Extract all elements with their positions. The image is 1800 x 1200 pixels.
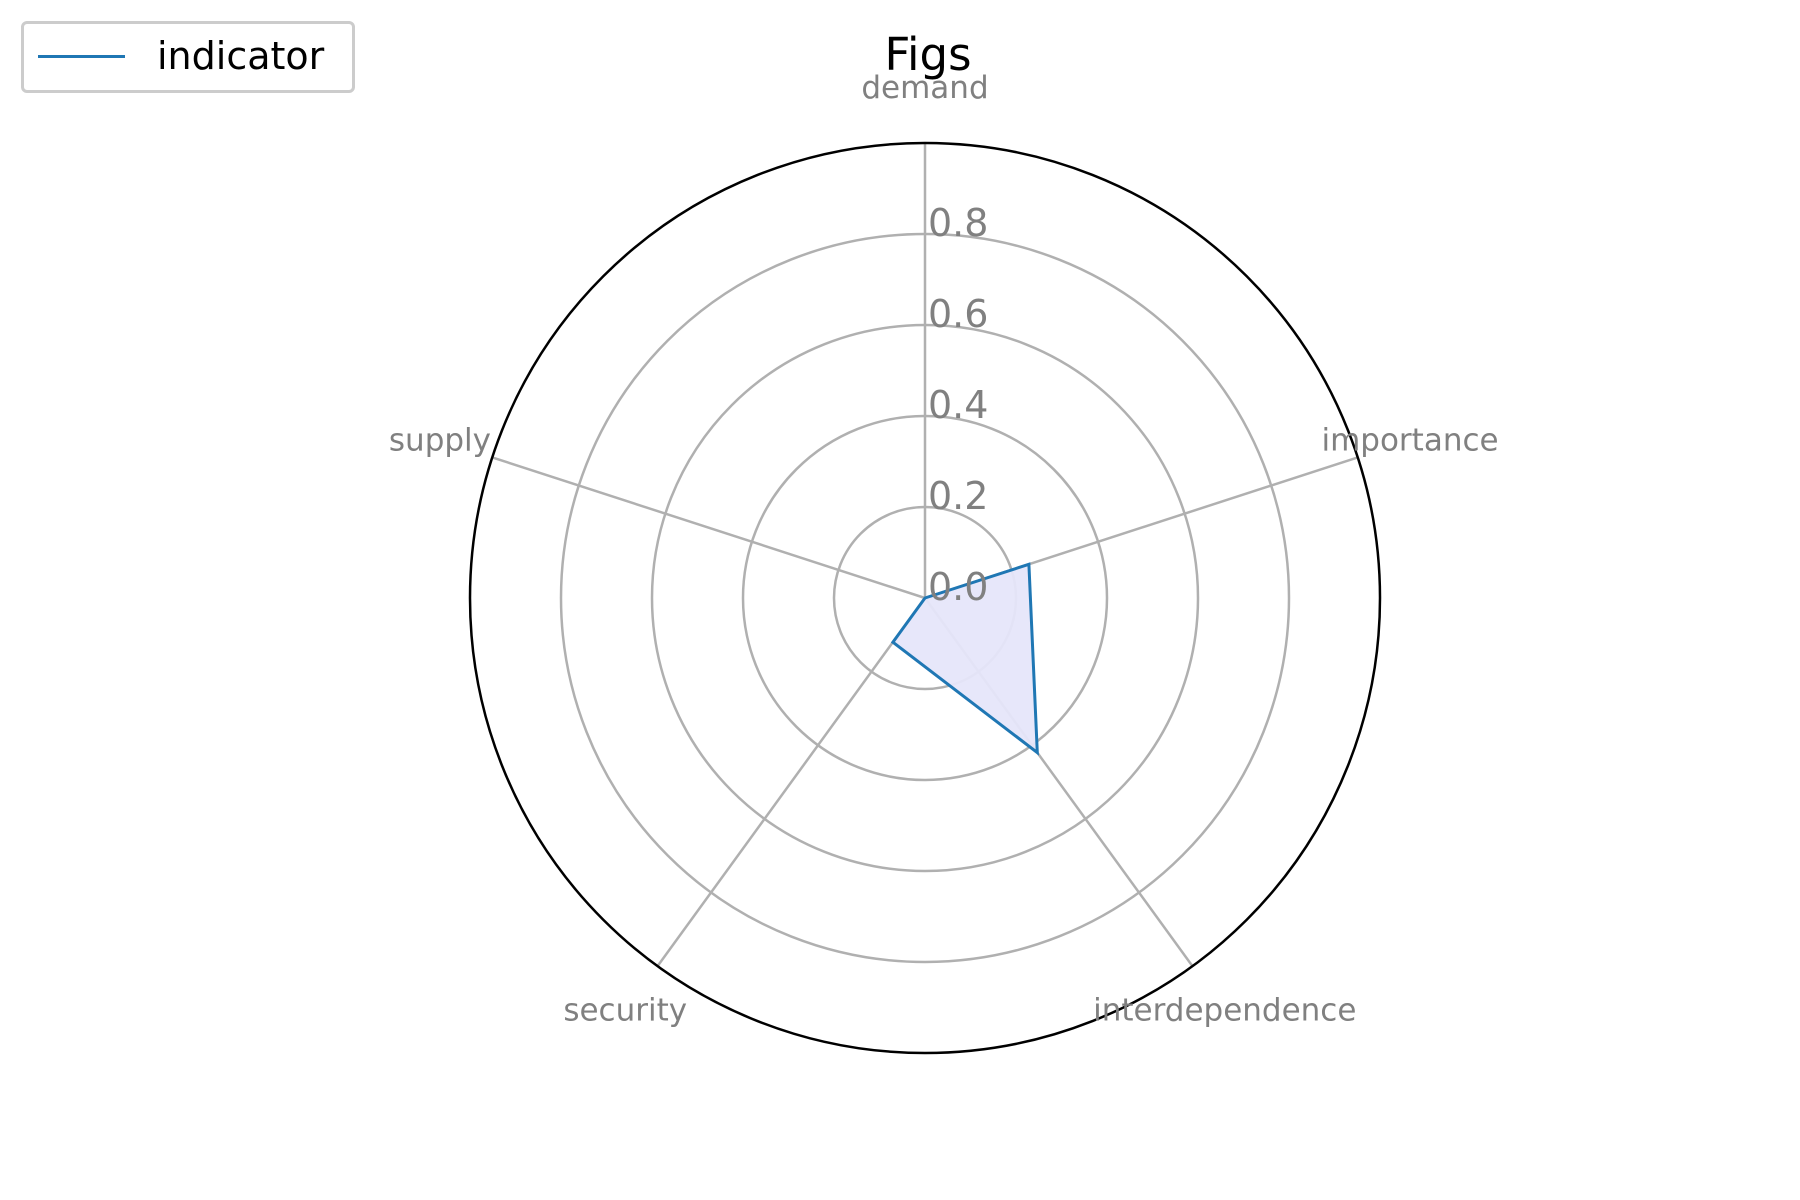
series-fill-0 <box>892 564 1038 753</box>
legend-label: indicator <box>157 34 325 78</box>
grid-layer <box>468 141 1382 1055</box>
radial-tick-label: 0.0 <box>928 565 988 609</box>
outer-ring <box>468 141 1382 1055</box>
radial-tick-label: 0.6 <box>928 292 988 336</box>
legend: indicator <box>21 21 355 93</box>
data-layer <box>890 562 1039 756</box>
label-layer: 0.0 0.2 0.4 0.6 0.8 demand importance interdepe… <box>389 70 1499 1029</box>
legend-line-icon <box>38 55 125 58</box>
axis-label-supply: supply <box>389 422 491 458</box>
spoke-security <box>656 597 927 967</box>
radial-tick-label: 0.8 <box>928 201 988 245</box>
chart-title: Figs <box>884 28 971 81</box>
radial-tick-label: 0.2 <box>928 474 988 518</box>
axis-label-importance: importance <box>1321 422 1498 458</box>
radial-tick-label: 0.4 <box>928 383 988 427</box>
axis-label-interdependence: interdependence <box>1093 993 1356 1029</box>
axis-label-security: security <box>563 993 687 1029</box>
axis-label-demand: demand <box>861 70 988 106</box>
spoke-supply <box>491 456 926 600</box>
